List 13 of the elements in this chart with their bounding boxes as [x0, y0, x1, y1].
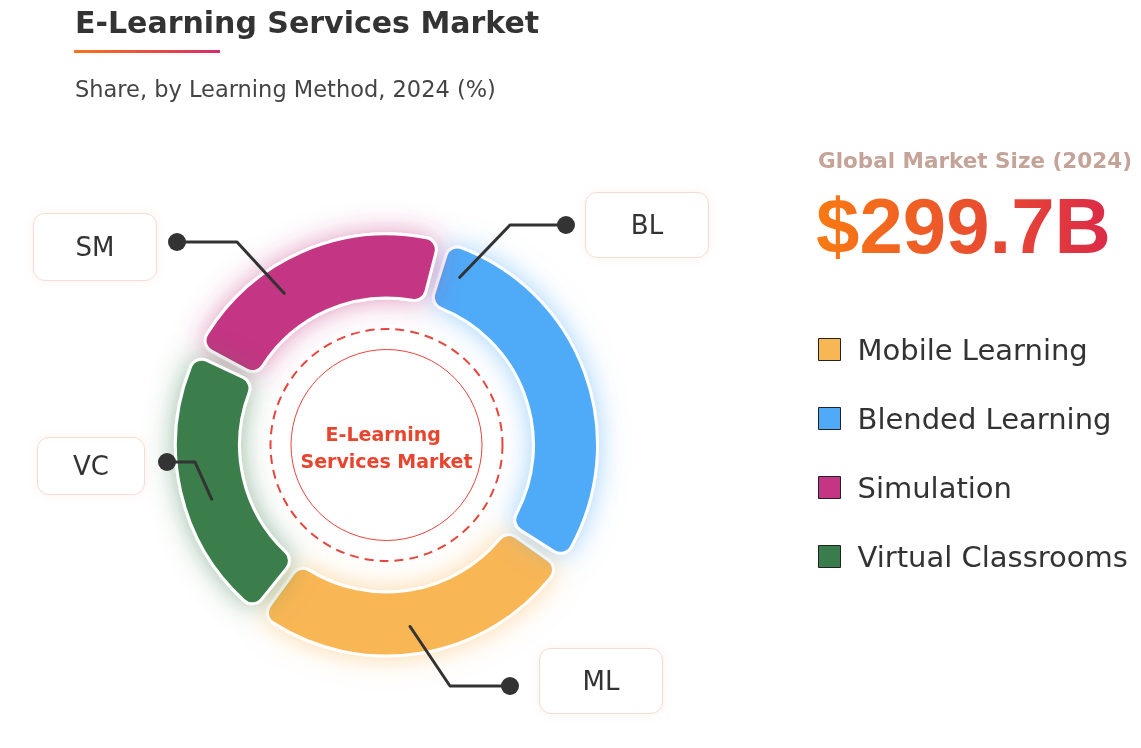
text: E-Learning Services Market: [300, 422, 473, 472]
text: VC: [73, 451, 109, 481]
text: $299.7B: [816, 176, 1111, 276]
text: Global Market Size (2024): [818, 147, 1133, 173]
text: SM: [75, 232, 115, 262]
legend-label: Blended Learning: [857, 401, 1112, 436]
legend-label: Simulation: [857, 470, 1012, 505]
text: ML: [582, 666, 620, 696]
chart-subtitle: Share, by Learning Method, 2024 (%): [75, 75, 496, 102]
text: E-Learning Services Market: [75, 4, 540, 40]
legend-label: Mobile Learning: [857, 332, 1088, 367]
legend-label: Virtual Classrooms: [857, 539, 1128, 574]
text: BL: [630, 210, 664, 240]
